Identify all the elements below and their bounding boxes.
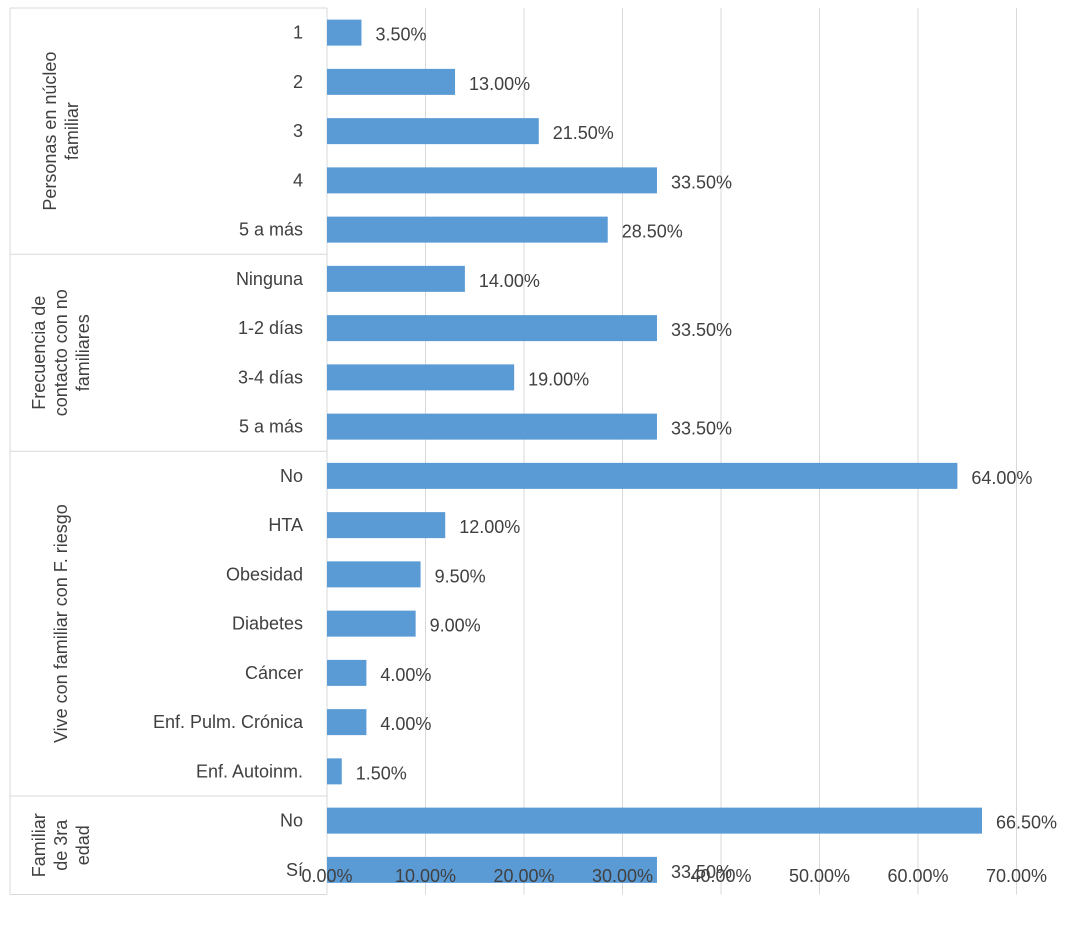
category-label: 1-2 días	[238, 318, 303, 338]
x-tick-label: 0.00%	[301, 866, 352, 886]
grid	[9, 7, 1017, 895]
category-label: 2	[293, 72, 303, 92]
category-label: 5 a más	[239, 417, 303, 437]
data-label: 4.00%	[380, 665, 431, 685]
x-tick-label: 40.00%	[690, 866, 751, 886]
data-label: 19.00%	[528, 369, 589, 389]
data-label: 3.50%	[375, 25, 426, 45]
data-label: 28.50%	[622, 222, 683, 242]
group-label: Familiar de 3ra edad	[29, 813, 93, 877]
category-label: 5 a más	[239, 220, 303, 240]
bar	[327, 561, 421, 588]
category-label: Diabetes	[232, 614, 303, 634]
data-label: 21.50%	[553, 123, 614, 143]
bar	[327, 610, 416, 637]
x-tick-label: 70.00%	[986, 866, 1047, 886]
bar	[327, 315, 657, 342]
group-label-line: contacto con no	[51, 289, 71, 416]
data-label: 9.50%	[435, 566, 486, 586]
group-label-line: familiar	[62, 102, 82, 160]
category-label: No	[280, 811, 303, 831]
bar	[327, 659, 367, 686]
data-label: 4.00%	[380, 714, 431, 734]
bar	[327, 807, 983, 834]
bar	[327, 216, 608, 243]
bar	[327, 856, 657, 883]
group-label-line: Frecuencia de	[29, 296, 49, 410]
x-tick-label: 60.00%	[887, 866, 948, 886]
data-label: 9.00%	[430, 616, 481, 636]
data-label: 12.00%	[459, 517, 520, 537]
category-label: Ninguna	[236, 269, 304, 289]
data-label: 14.00%	[479, 271, 540, 291]
labels: 0.00% 10.00% 20.00% 30.00% 40.00% 50.00% 60.00…	[29, 23, 1057, 886]
group-label-line: Familiar	[29, 813, 49, 877]
group-label: Frecuencia de contacto con no familiares	[29, 289, 93, 416]
bar	[327, 118, 539, 145]
bar	[327, 167, 657, 194]
bar	[327, 413, 657, 440]
category-label: 3	[293, 121, 303, 141]
bar	[327, 462, 958, 489]
data-label: 33.50%	[671, 320, 732, 340]
x-tick-label: 20.00%	[493, 866, 554, 886]
x-tick-label: 50.00%	[789, 866, 850, 886]
group-label-line: Personas en núcleo	[40, 52, 60, 211]
data-label: 33.50%	[671, 172, 732, 192]
category-label: Enf. Pulm. Crónica	[153, 712, 304, 732]
bar	[327, 68, 456, 95]
category-label: Enf. Autoinm.	[196, 761, 303, 781]
group-label-line: de 3ra	[51, 819, 71, 871]
category-label: HTA	[268, 515, 303, 535]
category-label: No	[280, 466, 303, 486]
group-label-line: edad	[73, 825, 93, 865]
group-label: Vive con familiar con F. riesgo	[51, 504, 71, 743]
bar	[327, 709, 367, 736]
data-label: 33.50%	[671, 862, 732, 882]
category-label: Cáncer	[245, 663, 303, 683]
category-label: 3-4 días	[238, 367, 303, 387]
category-label: Sí	[286, 860, 303, 880]
data-label: 66.50%	[996, 813, 1057, 833]
category-label: Obesidad	[226, 564, 303, 584]
bars	[327, 19, 983, 883]
data-label: 1.50%	[356, 763, 407, 783]
group-label-line: Vive con familiar con F. riesgo	[51, 504, 71, 743]
data-label: 13.00%	[469, 74, 530, 94]
data-label: 33.50%	[671, 419, 732, 439]
x-tick-label: 30.00%	[592, 866, 653, 886]
bar	[327, 364, 515, 391]
bar	[327, 512, 446, 539]
bar	[327, 19, 362, 46]
x-tick-label: 10.00%	[395, 866, 456, 886]
group-label: Personas en núcleo familiar	[40, 52, 82, 211]
category-label: 1	[293, 23, 303, 43]
data-label: 64.00%	[971, 468, 1032, 488]
bar	[327, 265, 465, 292]
category-label: 4	[293, 170, 303, 190]
group-label-line: familiares	[73, 314, 93, 391]
bar	[327, 758, 342, 785]
